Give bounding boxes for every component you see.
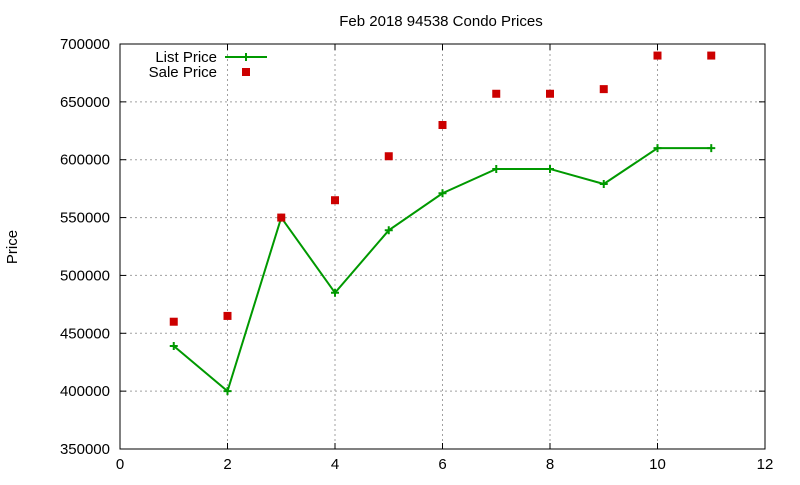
- y-tick-label: 550000: [60, 210, 110, 227]
- data-point: [599, 85, 608, 94]
- x-tick-label: 0: [116, 456, 124, 473]
- y-tick-label: 500000: [60, 267, 110, 284]
- axes: 0 2 4 6 8 10 12 350000 400000 450000 500000 550000 6…: [60, 36, 773, 473]
- y-tick-label: 700000: [60, 36, 110, 53]
- legend-label: List Price: [155, 49, 217, 66]
- data-point: [707, 51, 716, 60]
- data-point: [438, 189, 447, 198]
- data-point: [546, 89, 554, 98]
- y-tick-label: 450000: [60, 325, 110, 342]
- data-point: [223, 387, 232, 396]
- series-sale-price: [169, 51, 716, 326]
- data-point: [169, 317, 178, 326]
- data-point: [169, 342, 178, 351]
- data-point: [384, 226, 393, 235]
- data-point: [331, 288, 339, 297]
- data-point: [492, 164, 501, 173]
- y-tick-label: 400000: [60, 383, 110, 400]
- data-point: [707, 144, 716, 153]
- data-point: [438, 121, 447, 129]
- series: [169, 51, 716, 396]
- legend-marker: [242, 53, 250, 61]
- plot-frame: [119, 43, 766, 450]
- x-tick-label: 2: [223, 456, 231, 473]
- x-tick-label: 10: [649, 456, 666, 473]
- y-tick-label: 350000: [60, 441, 110, 458]
- data-point: [331, 196, 339, 205]
- x-tick-label: 8: [546, 456, 554, 473]
- data-point: [653, 144, 662, 153]
- y-tick-label: 600000: [60, 152, 110, 169]
- x-tick-label: 12: [757, 456, 774, 473]
- legend-label: Sale Price: [149, 64, 217, 81]
- data-point: [653, 51, 662, 60]
- data-point: [546, 164, 554, 173]
- x-tick-label: 6: [438, 456, 446, 473]
- chart-title: Feb 2018 94538 Condo Prices: [339, 13, 542, 30]
- x-tick-label: 4: [331, 456, 339, 473]
- y-axis-label: Price: [4, 230, 21, 264]
- data-point: [492, 89, 501, 98]
- legend-marker: [242, 68, 250, 76]
- data-point: [223, 311, 232, 320]
- data-point: [599, 180, 608, 189]
- data-point: [277, 213, 286, 222]
- grid: [120, 44, 765, 449]
- y-tick-label: 650000: [60, 94, 110, 111]
- data-point: [384, 152, 393, 161]
